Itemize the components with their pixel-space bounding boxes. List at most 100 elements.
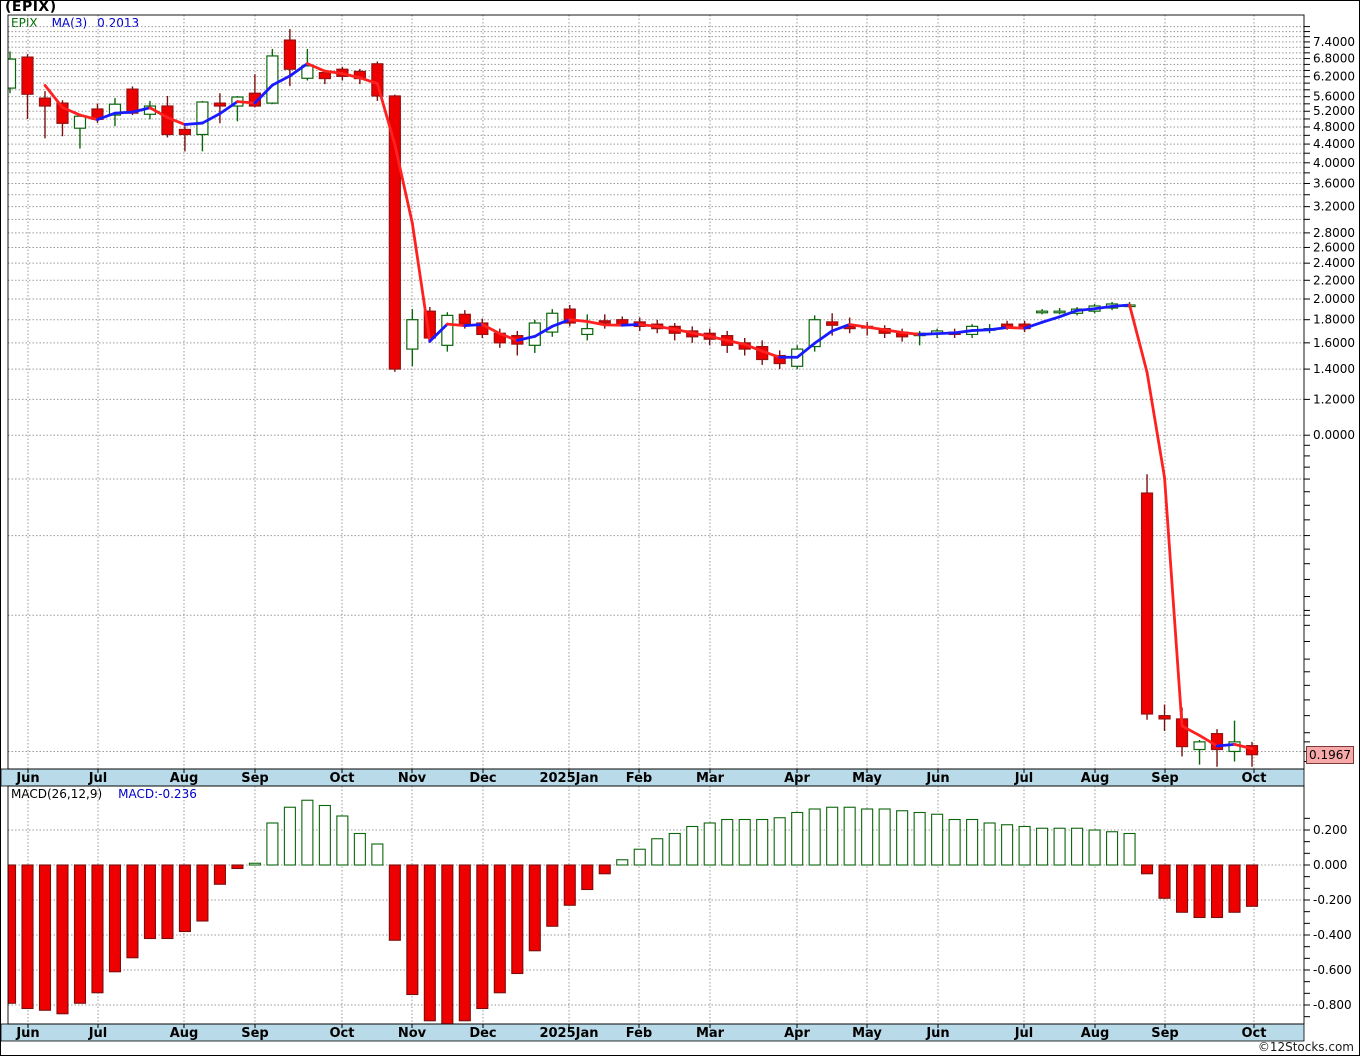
candle-down bbox=[1140, 492, 1154, 715]
macd-bar-negative bbox=[38, 864, 52, 1011]
month-label: Feb bbox=[626, 771, 652, 786]
month-labels: Jun Jun Jul Jul Aug Aug Sep Sep Oct Oct Nov Nov Dec D… bbox=[15, 771, 1266, 1041]
month-label: Oct bbox=[330, 1026, 355, 1041]
macd-bar-negative bbox=[423, 864, 436, 1022]
month-label: Dec bbox=[469, 1026, 496, 1041]
month-label: Jun bbox=[925, 771, 949, 786]
candle-down bbox=[371, 63, 384, 97]
price-axis-label: 1.2000 bbox=[1313, 392, 1355, 406]
macd-bar-negative bbox=[563, 864, 576, 906]
month-label: Aug bbox=[1081, 771, 1110, 786]
macd-bar-negative bbox=[476, 864, 489, 1010]
ma-value: 0.2013 bbox=[97, 16, 140, 30]
candle-up bbox=[108, 103, 122, 116]
price-axis-label: 1.8000 bbox=[1313, 313, 1355, 327]
candle-down bbox=[773, 354, 786, 365]
candle-down bbox=[458, 313, 471, 325]
macd-bar-negative bbox=[196, 864, 209, 922]
macd-bar-negative bbox=[231, 864, 244, 870]
macd-bar-positive bbox=[283, 806, 296, 866]
candle-down bbox=[388, 95, 401, 370]
candle-down bbox=[213, 102, 227, 107]
candle-down bbox=[178, 128, 192, 136]
price-axis-label: 1.4000 bbox=[1313, 362, 1355, 376]
macd-bar-positive bbox=[318, 804, 331, 866]
macd-bar-negative bbox=[108, 864, 122, 973]
price-axis-label: 2.2000 bbox=[1313, 273, 1355, 287]
month-label: Jun bbox=[925, 1026, 949, 1041]
macd-bar-positive bbox=[931, 813, 944, 866]
month-label: Jul bbox=[88, 771, 108, 786]
macd-axis-label: -0.400 bbox=[1313, 928, 1352, 942]
price-axis-label: 6.8000 bbox=[1313, 52, 1355, 66]
macd-bar-negative bbox=[581, 864, 594, 891]
macd-bar-negative bbox=[8, 864, 17, 1004]
month-label: May bbox=[852, 1026, 882, 1041]
macd-bar-negative bbox=[1158, 864, 1171, 899]
candle-up bbox=[266, 55, 279, 104]
price-axis-label: 3.6000 bbox=[1313, 176, 1355, 190]
price-axis-label: 0.0000 bbox=[1313, 428, 1355, 442]
price-axis-label: 2.0000 bbox=[1313, 292, 1355, 306]
macd-axis-label: -0.800 bbox=[1313, 998, 1352, 1012]
month-label: Jul bbox=[1014, 771, 1034, 786]
macd-axis-label: -0.200 bbox=[1313, 893, 1352, 907]
candle-up bbox=[406, 319, 419, 350]
macd-bar-negative bbox=[528, 864, 541, 952]
macd-bar-negative bbox=[546, 864, 559, 927]
month-label: Sep bbox=[241, 771, 269, 786]
candle-down bbox=[56, 102, 69, 124]
month-label: 2025Jan bbox=[539, 771, 598, 786]
price-axis-label: 2.8000 bbox=[1313, 226, 1355, 240]
macd-bar-positive bbox=[248, 862, 261, 866]
main-chart-legend: EPIX MA(3) 0.2013 bbox=[11, 16, 139, 30]
macd-bar-negative bbox=[1175, 864, 1189, 913]
candle-up bbox=[808, 319, 821, 348]
candle-down bbox=[826, 321, 839, 326]
macd-bar-positive bbox=[1088, 829, 1101, 866]
price-axis-label: 3.2000 bbox=[1313, 200, 1355, 214]
macd-bar-positive bbox=[633, 848, 646, 866]
price-axis-label: 2.4000 bbox=[1313, 256, 1355, 270]
macd-bar-positive bbox=[861, 808, 874, 866]
macd-bar-negative bbox=[441, 864, 454, 1024]
candle-up bbox=[301, 65, 314, 79]
price-axis-label: 6.2000 bbox=[1313, 70, 1355, 84]
macd-bar-positive bbox=[336, 815, 349, 866]
macd-axis: 0.200 0.000 -0.200 -0.400 -0.600 -0.800 bbox=[1304, 817, 1352, 1018]
macd-bar-positive bbox=[808, 808, 821, 866]
macd-axis-label: 0.200 bbox=[1313, 823, 1347, 837]
price-axis-label: 1.6000 bbox=[1313, 336, 1355, 350]
macd-bar-positive bbox=[1018, 825, 1031, 866]
panel-borders bbox=[7, 14, 1305, 1025]
macd-bar-positive bbox=[651, 838, 664, 866]
candle-down bbox=[598, 320, 611, 324]
candle-down bbox=[248, 92, 262, 107]
candle-down bbox=[38, 97, 52, 107]
month-label: Aug bbox=[1081, 1026, 1110, 1041]
month-label: Sep bbox=[1151, 771, 1179, 786]
candles bbox=[8, 29, 1259, 767]
macd-axis-label: 0.000 bbox=[1313, 858, 1347, 872]
month-label: Jul bbox=[88, 1026, 108, 1041]
month-label: Sep bbox=[1151, 1026, 1179, 1041]
candle-up bbox=[1053, 310, 1066, 314]
price-axis-label: 5.6000 bbox=[1313, 90, 1355, 104]
candle-down bbox=[126, 88, 139, 114]
month-label: Aug bbox=[170, 1026, 199, 1041]
macd-bar-negative bbox=[458, 864, 471, 1022]
month-label: Apr bbox=[784, 771, 810, 786]
macd-bar-negative bbox=[91, 864, 104, 994]
candle-up bbox=[8, 58, 17, 89]
macd-bar-negative bbox=[511, 864, 524, 975]
macd-bar-positive bbox=[1071, 827, 1084, 866]
month-label: Nov bbox=[398, 771, 427, 786]
macd-bar-positive bbox=[1123, 832, 1136, 866]
macd-bar-negative bbox=[213, 864, 226, 885]
price-axis-label: 7.4000 bbox=[1313, 35, 1355, 49]
month-label: Nov bbox=[398, 1026, 427, 1041]
month-label: Oct bbox=[330, 771, 355, 786]
macd-bar-positive bbox=[878, 808, 891, 866]
macd-bar-negative bbox=[126, 864, 139, 959]
